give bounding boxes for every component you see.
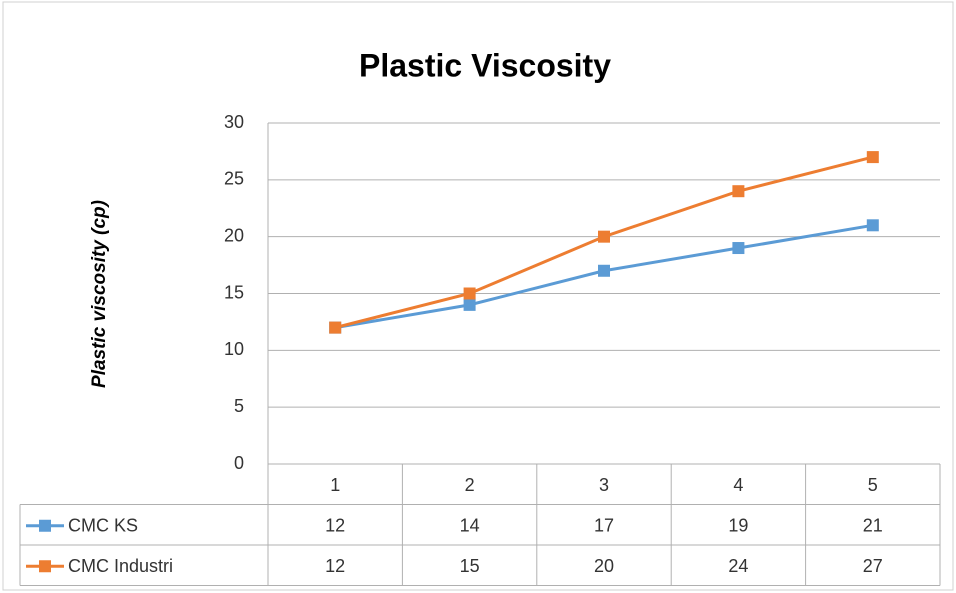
y-tick-label: 10 <box>224 339 244 359</box>
table-value: 24 <box>728 556 748 576</box>
point <box>598 264 610 277</box>
y-axis-label: Plastic viscosity (cp) <box>89 200 110 388</box>
y-tick-label: 30 <box>224 112 244 132</box>
legend-marker <box>39 519 51 532</box>
table-value: 19 <box>728 516 748 536</box>
chart-title: Plastic Viscosity <box>359 47 611 83</box>
x-tick-label: 3 <box>599 475 609 495</box>
y-tick-label: 25 <box>224 169 244 189</box>
point <box>329 321 342 334</box>
point <box>463 287 476 300</box>
table-value: 20 <box>594 556 614 576</box>
table-value: 15 <box>460 556 480 576</box>
table-value: 17 <box>594 516 614 536</box>
x-tick-label: 4 <box>733 475 743 495</box>
point <box>866 151 879 164</box>
y-tick-label: 20 <box>224 225 244 245</box>
legend-label: CMC Industri <box>68 556 173 576</box>
x-tick-label: 5 <box>868 475 878 495</box>
point <box>732 185 745 198</box>
y-tick-label: 15 <box>224 282 244 302</box>
table-value: 27 <box>863 556 883 576</box>
table-value: 12 <box>325 556 345 576</box>
legend-marker <box>39 560 51 573</box>
point <box>732 242 745 255</box>
y-tick-label: 0 <box>234 453 244 473</box>
table-value: 14 <box>460 516 480 536</box>
table-value: 21 <box>863 516 883 536</box>
x-tick-label: 2 <box>465 475 475 495</box>
y-tick-label: 5 <box>234 396 244 416</box>
point <box>866 219 879 232</box>
x-tick-label: 1 <box>330 475 340 495</box>
point <box>598 230 610 243</box>
table-value: 12 <box>325 516 345 536</box>
legend-label: CMC KS <box>68 516 138 536</box>
point <box>463 298 476 311</box>
